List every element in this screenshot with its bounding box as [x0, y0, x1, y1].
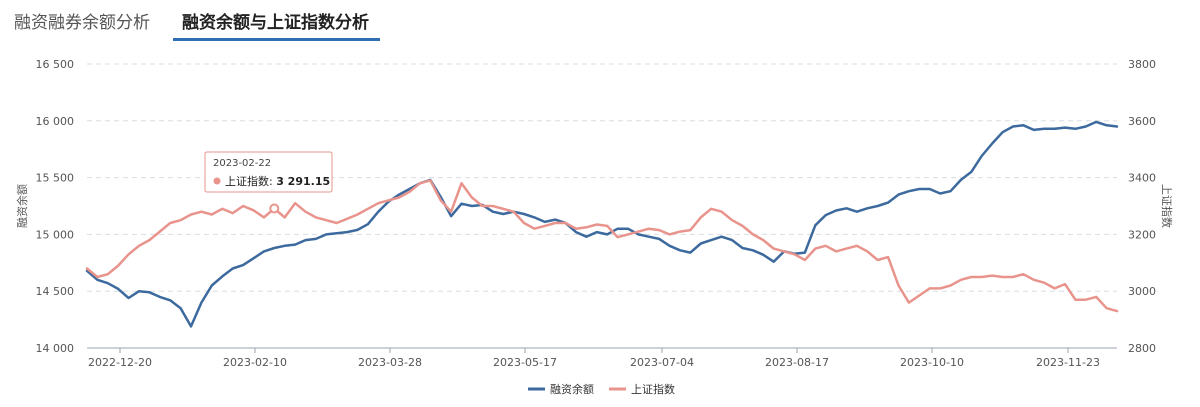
active-tab-indicator — [173, 38, 380, 41]
y-left-tick-label: 16 000 — [36, 115, 75, 128]
y-left-tick-label: 16 500 — [36, 58, 75, 71]
y-right-tick-label: 3000 — [1128, 285, 1156, 298]
x-tick-label: 2022-12-20 — [88, 356, 152, 369]
x-tick-label: 2023-03-28 — [358, 356, 422, 369]
x-tick-label: 2023-10-10 — [900, 356, 964, 369]
dual-axis-line-chart: 14 000 14 500 15 000 15 500 16 000 16 500 2800… — [15, 58, 1174, 396]
tab-bar: 融资融券余额分析 融资余额与上证指数分析 — [0, 0, 1200, 44]
y-right-axis-title: 上证指数 — [1160, 184, 1174, 228]
tooltip-date: 2023-02-22 — [213, 158, 271, 169]
tab-margin-balance-analysis[interactable]: 融资融券余额分析 — [14, 13, 150, 33]
y-right-tick-label: 3600 — [1128, 115, 1156, 128]
tooltip-box — [204, 151, 333, 193]
x-tick-label: 2023-07-04 — [630, 356, 694, 369]
x-tick-label: 2023-11-23 — [1036, 356, 1100, 369]
y-right-tick-label: 3400 — [1128, 172, 1156, 185]
y-left-tick-label: 14 500 — [36, 285, 75, 298]
x-tick-label: 2023-02-10 — [223, 356, 287, 369]
y-right-tick-label: 2800 — [1128, 342, 1156, 355]
x-tick-label: 2023-08-17 — [765, 356, 829, 369]
y-left-tick-label: 15 000 — [36, 228, 75, 241]
tooltip-value: 上证指数: 3 291.15 — [225, 174, 330, 188]
tooltip-series-dot — [213, 177, 221, 185]
hover-point-marker — [269, 203, 280, 214]
y-left-axis-title: 融资余额 — [15, 184, 29, 228]
legend-label-index: 上证指数 — [631, 382, 675, 396]
tooltip-value-number: 3 291.15 — [276, 175, 330, 188]
y-right-tick-label: 3200 — [1128, 228, 1156, 241]
y-left-tick-label: 15 500 — [36, 172, 75, 185]
shanghai-index-line — [85, 179, 1119, 313]
financing-balance-line — [85, 120, 1119, 328]
x-tick-label: 2023-05-17 — [493, 356, 557, 369]
y-left-tick-label: 14 000 — [36, 342, 75, 355]
tab-financing-vs-shanghai-index[interactable]: 融资余额与上证指数分析 — [182, 13, 369, 33]
y-right-tick-label: 3800 — [1128, 58, 1156, 71]
legend-label-financing: 融资余额 — [550, 382, 594, 396]
